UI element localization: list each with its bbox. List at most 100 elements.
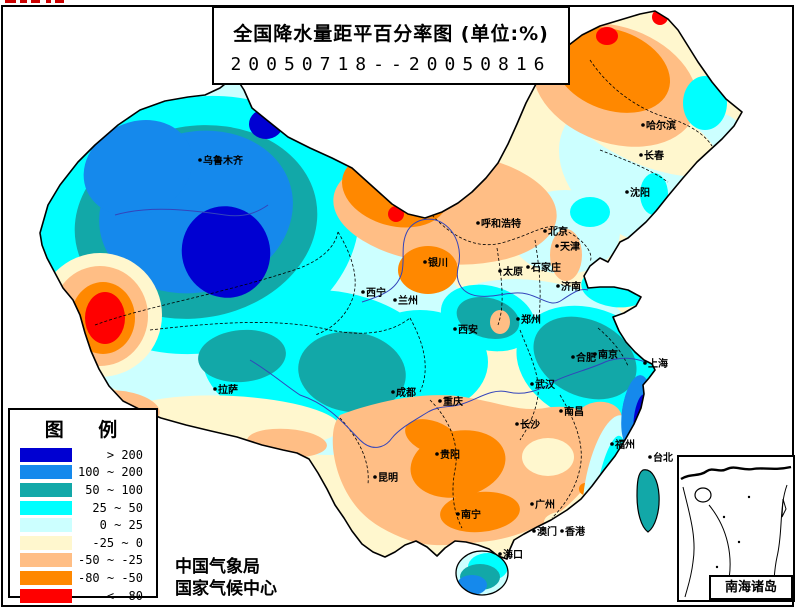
legend-row: 25 ~ 50: [10, 499, 156, 517]
legend-swatch: [20, 588, 72, 603]
city-dot: [593, 352, 597, 356]
city-name: 香港: [565, 525, 586, 538]
city-dot: [530, 502, 534, 506]
city-dot: [498, 552, 502, 556]
city-name: 南昌: [564, 405, 584, 418]
city-marker: 沈阳: [625, 186, 650, 199]
city-name: 昆明: [378, 472, 398, 484]
city-dot: [453, 327, 457, 331]
legend-row: 100 ~ 200: [10, 464, 156, 482]
city-name: 西安: [458, 323, 478, 336]
city-name: 乌鲁木齐: [203, 154, 244, 167]
city-marker: 贵阳: [435, 448, 460, 461]
city-name: 北京: [548, 225, 568, 238]
city-dot: [530, 382, 534, 386]
credit-line-center: 国家气候中心: [175, 579, 277, 599]
hainan-island: [455, 550, 509, 596]
city-marker: 重庆: [438, 395, 463, 408]
city-name: 澳门: [537, 525, 557, 538]
city-dot: [361, 290, 365, 294]
legend-row: -50 ~ -25: [10, 552, 156, 570]
city-marker: 福州: [610, 438, 635, 451]
city-dot: [639, 153, 643, 157]
city-name: 哈尔滨: [646, 119, 676, 132]
city-dot: [423, 260, 427, 264]
city-name: 长春: [644, 149, 664, 162]
city-dot: [516, 317, 520, 321]
city-marker: 澳门: [532, 525, 557, 538]
legend-label: 50 ~ 100: [85, 482, 143, 497]
city-marker: 上海: [643, 357, 668, 370]
city-dot: [543, 229, 547, 233]
city-dot: [438, 399, 442, 403]
city-marker: 乌鲁木齐: [198, 154, 244, 167]
legend-swatch: [20, 500, 72, 515]
inset-island-dots: [715, 495, 761, 579]
city-marker: 太原: [498, 265, 523, 278]
city-name: 呼和浩特: [481, 217, 521, 230]
city-dot: [498, 269, 502, 273]
city-name: 天津: [560, 240, 580, 253]
city-marker: 广州: [530, 498, 555, 511]
city-dot: [571, 355, 575, 359]
city-marker: 南京: [593, 348, 618, 361]
city-name: 上海: [648, 357, 668, 370]
city-name: 成都: [396, 386, 416, 399]
china-national-boundary: [39, 10, 743, 560]
legend-box: 图 例 > 200 100 ~ 200 50 ~ 100 25 ~ 50 0 ~ 25 -…: [8, 408, 158, 603]
city-name: 石家庄: [530, 261, 561, 274]
city-name: 银川: [428, 256, 448, 269]
city-marker: 济南: [556, 280, 581, 293]
south-china-sea-inset: 南海诸岛: [677, 455, 795, 602]
city-marker: 武汉: [530, 378, 556, 391]
city-name: 南京: [598, 348, 618, 361]
legend-swatch: [20, 518, 72, 533]
city-name: 合肥: [575, 351, 596, 364]
legend-swatch: [20, 465, 72, 480]
legend-swatch: [20, 482, 72, 497]
city-marker: 南宁: [456, 508, 481, 521]
legend-label: 0 ~ 25: [99, 518, 143, 533]
city-name: 拉萨: [218, 383, 238, 396]
city-name: 太原: [502, 265, 523, 278]
city-marker: 昆明: [373, 472, 398, 484]
city-dot: [526, 265, 530, 269]
city-name: 西宁: [366, 286, 386, 299]
city-marker: 台北: [648, 451, 673, 464]
rivers: [114, 204, 646, 448]
city-marker: 长沙: [515, 418, 540, 431]
city-dot: [476, 221, 480, 225]
city-marker: 合肥: [571, 351, 596, 364]
city-dot: [198, 158, 202, 162]
legend-row: > 200: [10, 446, 156, 464]
city-dot: [393, 298, 397, 302]
city-name: 武汉: [535, 378, 556, 391]
city-dot: [532, 529, 536, 533]
legend-label: -25 ~ 0: [92, 535, 143, 550]
legend-row: -25 ~ 0: [10, 534, 156, 552]
map-title: 全国降水量距平百分率图 (单位:%): [233, 23, 549, 45]
city-name: 长沙: [520, 418, 540, 431]
city-marker: 银川: [423, 256, 448, 269]
legend-row: < -80: [10, 587, 156, 605]
city-dot: [456, 512, 460, 516]
legend-swatch: [20, 447, 72, 462]
city-dot: [610, 442, 614, 446]
city-name: 海口: [503, 548, 523, 561]
clipped-red-text-fragment: [5, 0, 64, 3]
city-dot: [556, 284, 560, 288]
credit-line-agency: 中国气象局: [175, 557, 260, 577]
city-marker: 成都: [391, 386, 416, 399]
legend-swatch: [20, 570, 72, 585]
city-name: 南宁: [461, 508, 481, 521]
inset-label: 南海诸岛: [709, 575, 793, 600]
city-dot: [515, 422, 519, 426]
city-marker: 天津: [555, 240, 580, 253]
city-name: 福州: [614, 438, 635, 451]
map-title-box: 全国降水量距平百分率图 (单位:%) 20050718--20050816: [212, 6, 570, 85]
city-marker: 海口: [498, 548, 523, 561]
city-name: 兰州: [398, 294, 418, 307]
legend-rows: > 200 100 ~ 200 50 ~ 100 25 ~ 50 0 ~ 25 -25 ~…: [10, 446, 156, 604]
